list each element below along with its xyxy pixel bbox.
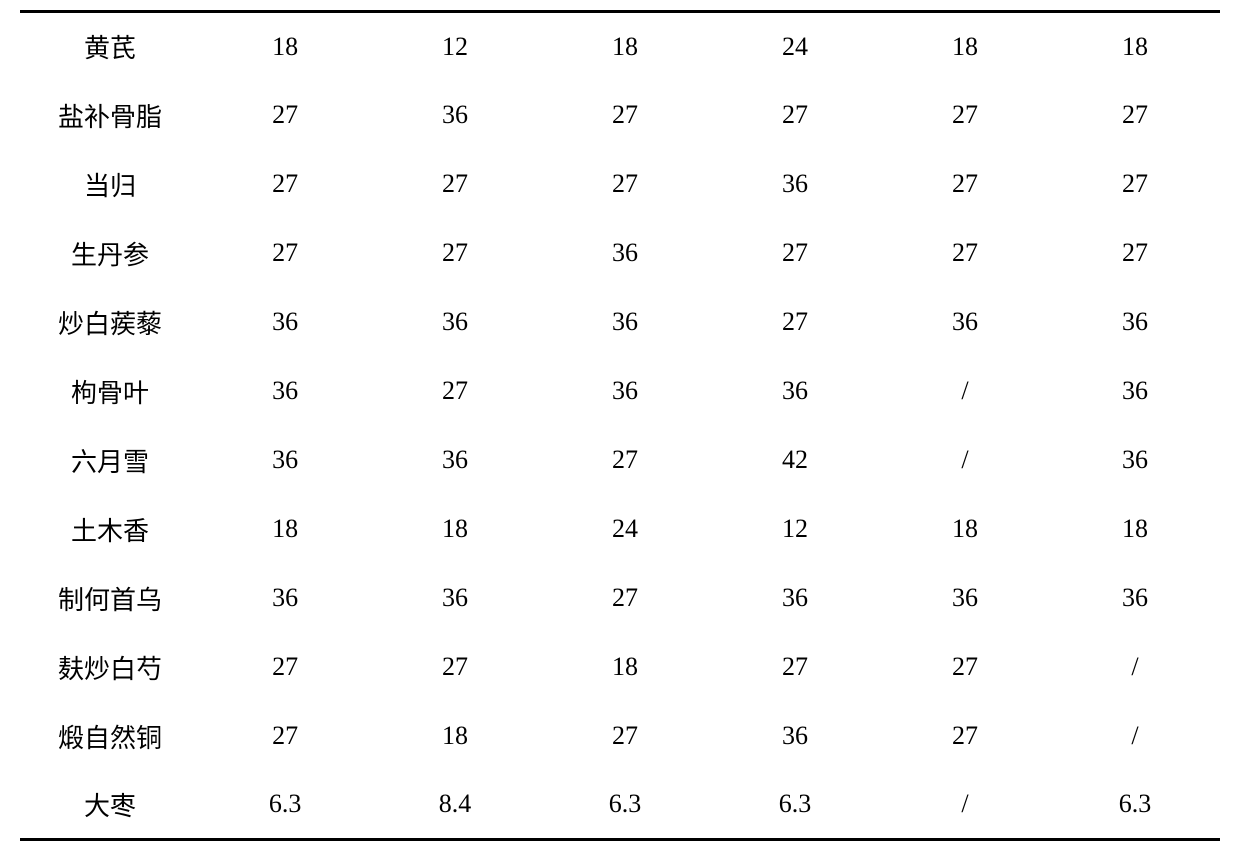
row-value: 18 <box>1050 12 1220 81</box>
row-value: 36 <box>710 702 880 771</box>
row-value: 36 <box>1050 426 1220 495</box>
row-value: 18 <box>880 495 1050 564</box>
row-value: 27 <box>880 81 1050 150</box>
row-value: 12 <box>370 12 540 81</box>
table-row: 盐补骨脂273627272727 <box>20 81 1220 150</box>
row-label: 制何首乌 <box>20 564 200 633</box>
row-value: 18 <box>200 12 370 81</box>
table-row: 麸炒白芍2727182727/ <box>20 633 1220 702</box>
row-value: 27 <box>200 633 370 702</box>
table-row: 当归272727362727 <box>20 150 1220 219</box>
row-value: 36 <box>1050 357 1220 426</box>
row-value: 36 <box>540 288 710 357</box>
row-value: 27 <box>370 357 540 426</box>
row-value: 6.3 <box>1050 771 1220 840</box>
row-value: 27 <box>880 219 1050 288</box>
table-container: 黄芪181218241818盐补骨脂273627272727当归27272736… <box>0 0 1240 851</box>
row-value: 12 <box>710 495 880 564</box>
table-row: 六月雪36362742/36 <box>20 426 1220 495</box>
row-value: 36 <box>370 564 540 633</box>
row-value: 36 <box>370 288 540 357</box>
row-value: 27 <box>710 219 880 288</box>
row-value: 27 <box>200 81 370 150</box>
row-value: / <box>1050 633 1220 702</box>
row-value: 27 <box>710 81 880 150</box>
row-label: 大枣 <box>20 771 200 840</box>
row-value: 36 <box>1050 564 1220 633</box>
row-value: / <box>880 771 1050 840</box>
row-value: 18 <box>370 495 540 564</box>
row-value: 36 <box>710 564 880 633</box>
row-label: 炒白蒺藜 <box>20 288 200 357</box>
row-value: 18 <box>540 633 710 702</box>
row-label: 煅自然铜 <box>20 702 200 771</box>
row-value: 36 <box>370 426 540 495</box>
row-value: 27 <box>200 219 370 288</box>
row-value: / <box>880 357 1050 426</box>
row-value: 18 <box>540 12 710 81</box>
data-table: 黄芪181218241818盐补骨脂273627272727当归27272736… <box>20 10 1220 841</box>
table-row: 枸骨叶36273636/36 <box>20 357 1220 426</box>
row-value: 27 <box>1050 150 1220 219</box>
row-value: 18 <box>370 702 540 771</box>
table-row: 大枣6.38.46.36.3/6.3 <box>20 771 1220 840</box>
row-value: 27 <box>200 150 370 219</box>
row-label: 盐补骨脂 <box>20 81 200 150</box>
row-value: 36 <box>880 564 1050 633</box>
row-value: 36 <box>710 150 880 219</box>
row-label: 麸炒白芍 <box>20 633 200 702</box>
row-value: 36 <box>370 81 540 150</box>
row-value: 18 <box>1050 495 1220 564</box>
row-label: 黄芪 <box>20 12 200 81</box>
row-value: 6.3 <box>540 771 710 840</box>
row-value: 27 <box>710 288 880 357</box>
table-row: 制何首乌363627363636 <box>20 564 1220 633</box>
row-value: 6.3 <box>200 771 370 840</box>
row-value: 27 <box>540 426 710 495</box>
row-value: 36 <box>200 357 370 426</box>
row-value: 27 <box>1050 81 1220 150</box>
row-value: 8.4 <box>370 771 540 840</box>
row-value: 36 <box>880 288 1050 357</box>
row-label: 当归 <box>20 150 200 219</box>
row-value: 27 <box>200 702 370 771</box>
row-value: 36 <box>540 357 710 426</box>
table-row: 炒白蒺藜363636273636 <box>20 288 1220 357</box>
row-value: 42 <box>710 426 880 495</box>
table-row: 生丹参272736272727 <box>20 219 1220 288</box>
row-value: 27 <box>710 633 880 702</box>
row-value: 27 <box>540 564 710 633</box>
row-value: 27 <box>370 219 540 288</box>
table-row: 土木香181824121818 <box>20 495 1220 564</box>
row-value: 36 <box>200 564 370 633</box>
row-label: 六月雪 <box>20 426 200 495</box>
row-label: 枸骨叶 <box>20 357 200 426</box>
row-value: 27 <box>370 150 540 219</box>
row-value: 27 <box>540 81 710 150</box>
row-value: 36 <box>200 288 370 357</box>
row-value: 6.3 <box>710 771 880 840</box>
row-value: 27 <box>880 150 1050 219</box>
row-value: 27 <box>540 150 710 219</box>
table-body: 黄芪181218241818盐补骨脂273627272727当归27272736… <box>20 12 1220 840</box>
row-value: / <box>880 426 1050 495</box>
table-row: 煅自然铜2718273627/ <box>20 702 1220 771</box>
row-value: 27 <box>880 633 1050 702</box>
row-value: 18 <box>200 495 370 564</box>
row-value: 24 <box>710 12 880 81</box>
row-value: 36 <box>1050 288 1220 357</box>
table-row: 黄芪181218241818 <box>20 12 1220 81</box>
row-value: 18 <box>880 12 1050 81</box>
row-value: 36 <box>540 219 710 288</box>
row-value: / <box>1050 702 1220 771</box>
row-value: 24 <box>540 495 710 564</box>
row-value: 27 <box>370 633 540 702</box>
row-label: 生丹参 <box>20 219 200 288</box>
row-value: 27 <box>880 702 1050 771</box>
row-value: 36 <box>710 357 880 426</box>
row-value: 27 <box>1050 219 1220 288</box>
row-value: 27 <box>540 702 710 771</box>
row-value: 36 <box>200 426 370 495</box>
row-label: 土木香 <box>20 495 200 564</box>
